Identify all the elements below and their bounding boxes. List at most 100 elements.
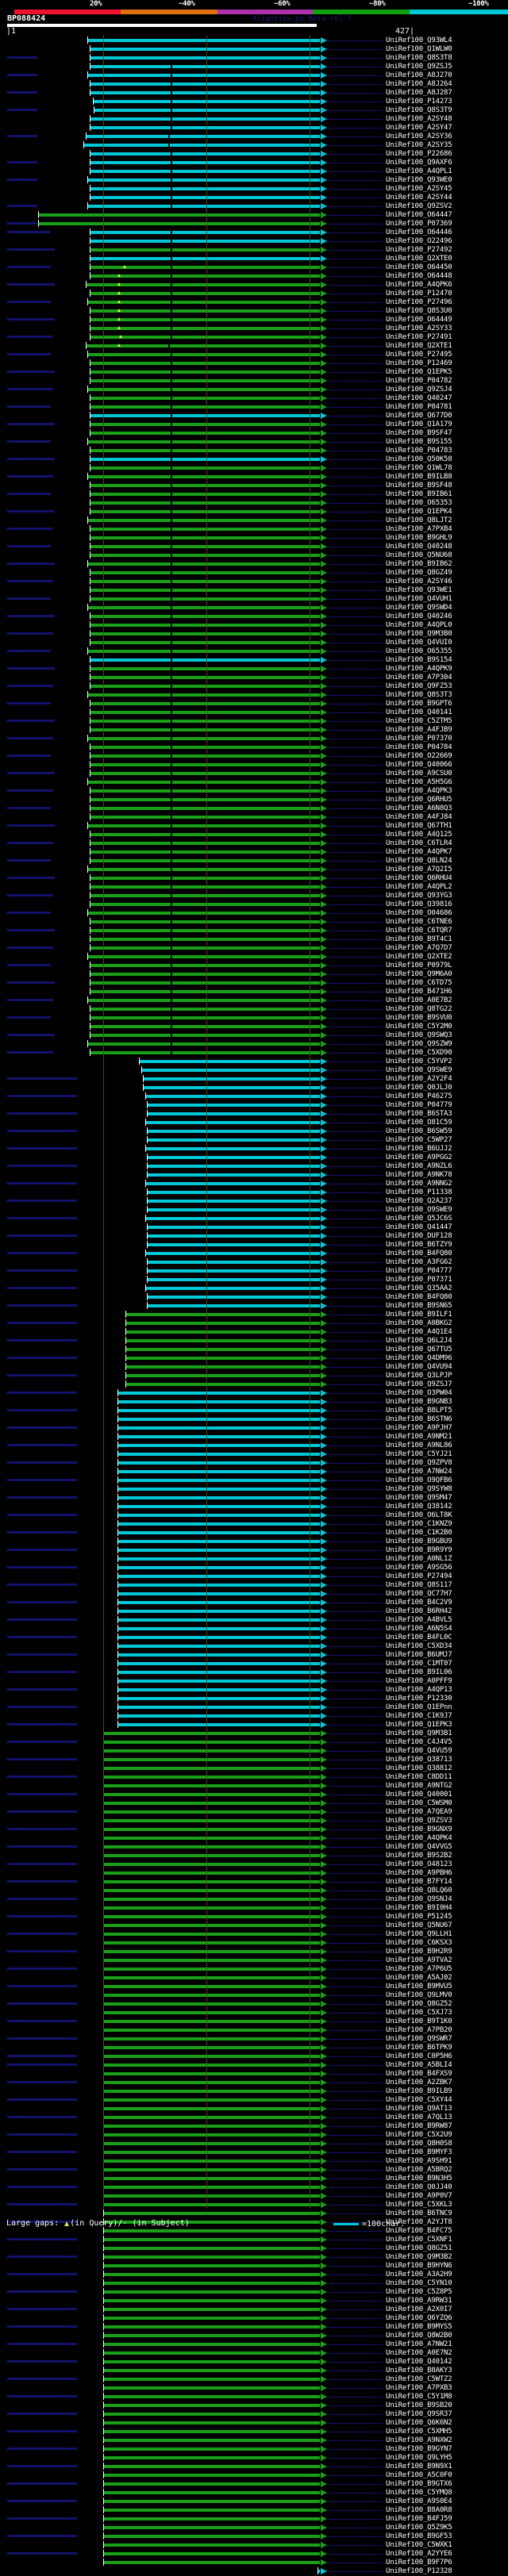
hit-label[interactable]: UniRef100_Q9LYH5 <box>386 2454 452 2462</box>
hit-label[interactable]: UniRef100_A4QPL2 <box>386 883 452 891</box>
hsp-bar[interactable] <box>118 1592 320 1595</box>
alignment-row[interactable]: UniRef100_A6N8Q3 <box>0 804 508 813</box>
alignment-row[interactable]: UniRef100_A8J270 <box>0 71 508 80</box>
hit-label[interactable]: UniRef100_B9RW87 <box>386 2122 452 2130</box>
hit-label[interactable]: UniRef100_A8J287 <box>386 89 452 97</box>
hit-label[interactable]: UniRef100_C0P5H6 <box>386 2052 452 2060</box>
alignment-row[interactable]: UniRef100_Q9ZSJ7 <box>0 1380 508 1389</box>
alignment-row[interactable]: UniRef100_B9SF47 <box>0 429 508 438</box>
alignment-row[interactable]: UniRef100_Q677D0 <box>0 412 508 420</box>
alignment-row[interactable]: UniRef100_C5XNF1 <box>0 2236 508 2244</box>
hit-label[interactable]: UniRef100_B6UJJ2 <box>386 1145 452 1153</box>
alignment-row[interactable]: UniRef100_Q4VVG5 <box>0 1843 508 1852</box>
hit-label[interactable]: UniRef100_P04784 <box>386 743 452 751</box>
hsp-bar[interactable] <box>90 632 320 635</box>
hsp-bar[interactable] <box>90 728 320 731</box>
hit-label[interactable]: UniRef100_B9S154 <box>386 656 452 664</box>
hsp-bar[interactable] <box>104 2002 320 2006</box>
alignment-row[interactable]: UniRef100_A9PGG2 <box>0 1154 508 1162</box>
hsp-bar[interactable] <box>88 737 320 740</box>
hit-label[interactable]: UniRef100_B8A0R8 <box>386 2506 452 2514</box>
hsp-bar[interactable] <box>148 1234 320 1238</box>
hit-label[interactable]: UniRef100_P14273 <box>386 98 452 106</box>
hsp-bar[interactable] <box>90 973 320 976</box>
hsp-bar[interactable] <box>104 2491 320 2494</box>
alignment-row[interactable]: UniRef100_Q2XTE2 <box>0 953 508 962</box>
alignment-row[interactable]: UniRef100_A5BRQ2 <box>0 2166 508 2175</box>
alignment-row[interactable]: UniRef100_C5XD90 <box>0 1049 508 1058</box>
hsp-bar[interactable] <box>104 2133 320 2136</box>
hit-label[interactable]: UniRef100_Q1A179 <box>386 420 452 428</box>
hit-label[interactable]: UniRef100_C5XD90 <box>386 1049 452 1057</box>
hit-label[interactable]: UniRef100_C5XJ73 <box>386 2009 452 2017</box>
alignment-row[interactable]: UniRef100_B9S2B2 <box>0 1852 508 1860</box>
alignment-row[interactable]: UniRef100_A4QPK3 <box>0 787 508 796</box>
hit-label[interactable]: UniRef100_B9GF53 <box>386 2532 452 2540</box>
alignment-row[interactable]: UniRef100_P04784 <box>0 743 508 752</box>
hsp-bar[interactable] <box>90 56 320 60</box>
alignment-row[interactable]: UniRef100_Q8S3U0 <box>0 307 508 316</box>
hsp-bar[interactable] <box>148 1112 320 1115</box>
alignment-row[interactable]: UniRef100_C1MT07 <box>0 1660 508 1668</box>
alignment-row[interactable]: UniRef100_Q6L2J4 <box>0 1337 508 1346</box>
alignment-row[interactable]: UniRef100_O65353 <box>0 499 508 508</box>
hit-label[interactable]: UniRef100_A4BVL5 <box>386 1616 452 1624</box>
hit-label[interactable]: UniRef100_A9RW31 <box>386 2297 452 2305</box>
alignment-row[interactable]: UniRef100_A5H5G6 <box>0 778 508 787</box>
alignment-row[interactable]: UniRef100_O64446 <box>0 228 508 237</box>
hit-label[interactable]: UniRef100_O6LT8K <box>386 1511 452 1519</box>
hit-label[interactable]: UniRef100_A0E7N2 <box>386 2349 452 2357</box>
hsp-bar[interactable] <box>90 528 320 531</box>
hsp-bar[interactable] <box>104 2343 320 2346</box>
alignment-row[interactable]: UniRef100_P46275 <box>0 1092 508 1101</box>
alignment-row[interactable]: UniRef100_A4QPL2 <box>0 883 508 892</box>
alignment-row[interactable]: UniRef100_C4J4V5 <box>0 1738 508 1747</box>
hit-label[interactable]: UniRef100_A9P0V7 <box>386 2192 452 2200</box>
hit-label[interactable]: UniRef100_B4FJ59 <box>386 2515 452 2523</box>
hsp-bar[interactable] <box>90 885 320 889</box>
hsp-bar[interactable] <box>118 1392 320 1395</box>
hit-label[interactable]: UniRef100_Q6RHU5 <box>386 796 452 804</box>
hsp-bar[interactable] <box>90 231 320 234</box>
hit-label[interactable]: UniRef100_Q6RHU4 <box>386 874 452 882</box>
hit-label[interactable]: UniRef100_A2SY46 <box>386 578 452 585</box>
alignment-row[interactable]: UniRef100_Q9SWE9 <box>0 1066 508 1075</box>
alignment-row[interactable]: UniRef100_C5XMH5 <box>0 2428 508 2436</box>
alignment-row[interactable]: UniRef100_Q9SWR7 <box>0 2035 508 2044</box>
hit-label[interactable]: UniRef100_Q6YZQ6 <box>386 2314 452 2322</box>
hit-label[interactable]: UniRef100_A9SH91 <box>386 2157 452 2165</box>
hit-label[interactable]: UniRef100_P46275 <box>386 1092 452 1100</box>
hit-label[interactable]: UniRef100_A4QPK3 <box>386 787 452 795</box>
hit-label[interactable]: UniRef100_Q8S3T9 <box>386 106 452 114</box>
alignment-row[interactable]: UniRef100_A7QEA9 <box>0 1808 508 1817</box>
hit-label[interactable]: UniRef100_B9IB62 <box>386 560 452 568</box>
hsp-bar[interactable] <box>88 353 320 356</box>
alignment-row[interactable]: UniRef100_B9RW87 <box>0 2122 508 2131</box>
hit-label[interactable]: UniRef100_B4FQ80 <box>386 1250 452 1257</box>
alignment-row[interactable]: UniRef100_B9T1K0 <box>0 2017 508 2026</box>
hit-label[interactable]: UniRef100_O65355 <box>386 647 452 655</box>
hit-label[interactable]: UniRef100_P27494 <box>386 1572 452 1580</box>
alignment-row[interactable]: UniRef100_Q9SR37 <box>0 2410 508 2419</box>
hsp-bar[interactable] <box>126 1339 320 1342</box>
hsp-bar[interactable] <box>90 83 320 86</box>
hsp-bar[interactable] <box>104 1810 320 1814</box>
hit-label[interactable]: UniRef100_Q1WLW0 <box>386 45 452 53</box>
hsp-bar[interactable] <box>148 1243 320 1246</box>
hsp-bar[interactable] <box>90 580 320 583</box>
alignment-row[interactable]: UniRef100_C8DD11 <box>0 1773 508 1782</box>
alignment-row[interactable]: UniRef100_Q38812 <box>0 1764 508 1773</box>
alignment-row[interactable]: UniRef100_B9ILF1 <box>0 1311 508 1319</box>
alignment-row[interactable]: UniRef100_C5X2U9 <box>0 2131 508 2140</box>
hit-label[interactable]: UniRef100_A9SG56 <box>386 1564 452 1572</box>
alignment-row[interactable]: UniRef100_O48123 <box>0 1860 508 1869</box>
hsp-bar[interactable] <box>104 2334 320 2337</box>
hsp-bar[interactable] <box>90 536 320 539</box>
hit-label[interactable]: UniRef100_C5WTZ2 <box>386 2375 452 2383</box>
hsp-bar[interactable] <box>90 571 320 574</box>
hsp-bar[interactable] <box>104 1889 320 1892</box>
hsp-bar[interactable] <box>88 388 320 391</box>
hit-label[interactable]: UniRef100_B9ILB9 <box>386 2087 452 2095</box>
alignment-row[interactable]: UniRef100_O64450 <box>0 263 508 272</box>
hsp-bar[interactable] <box>90 990 320 993</box>
